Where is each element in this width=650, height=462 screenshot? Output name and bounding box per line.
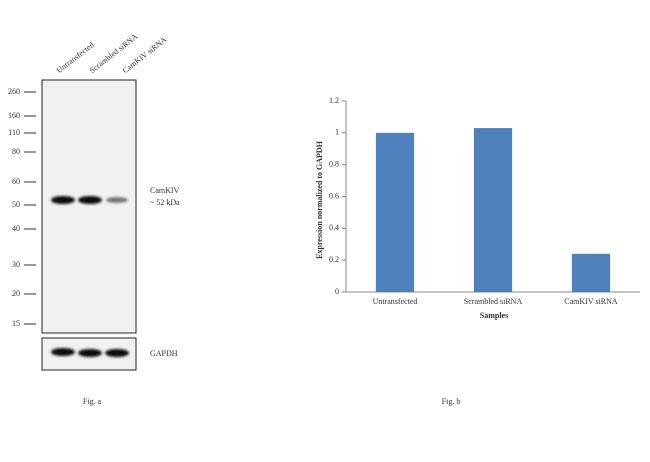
bar [473,128,513,292]
band [78,196,102,204]
marker-label: 160 [8,111,20,120]
marker-label: 50 [12,200,20,209]
marker-label: 15 [12,319,20,328]
loading-label: GAPDH [150,349,178,358]
bands [51,196,129,357]
band [51,196,75,204]
target-size: ~ 52 kDa [150,198,180,207]
y-axis-label: Expression normalized to GAPDH [315,140,324,259]
y-tick-label: 0.8 [329,159,339,168]
band [106,197,128,203]
y-tick-label: 1 [335,128,339,137]
bar [571,253,611,292]
x-tick-label: Scrambled siRNA [464,297,523,306]
caption: Fig. b [442,397,461,406]
marker-label: 80 [12,147,20,156]
target-label: CamKIV [150,186,180,195]
y-tick-label: 0.6 [329,191,339,200]
x-axis-label: Samples [480,311,508,320]
x-tick-label: Untransfected [373,297,418,306]
y-tick-label: 0.4 [329,223,339,232]
marker-label: 60 [12,177,20,186]
band [51,348,75,356]
marker-label: 40 [12,224,20,233]
band [105,349,129,357]
bar [375,132,415,292]
marker-label: 20 [12,289,20,298]
y-tick-label: 0 [335,287,339,296]
y-tick-label: 1.2 [329,96,339,105]
marker-label: 110 [8,128,20,137]
marker-label: 260 [8,87,20,96]
marker-label: 30 [12,260,20,269]
x-tick-label: CamKIV siRNA [564,297,618,306]
blot-panel [41,79,137,334]
band [78,349,102,357]
y-tick-label: 0.2 [329,255,339,264]
caption: Fig. a [83,397,102,406]
